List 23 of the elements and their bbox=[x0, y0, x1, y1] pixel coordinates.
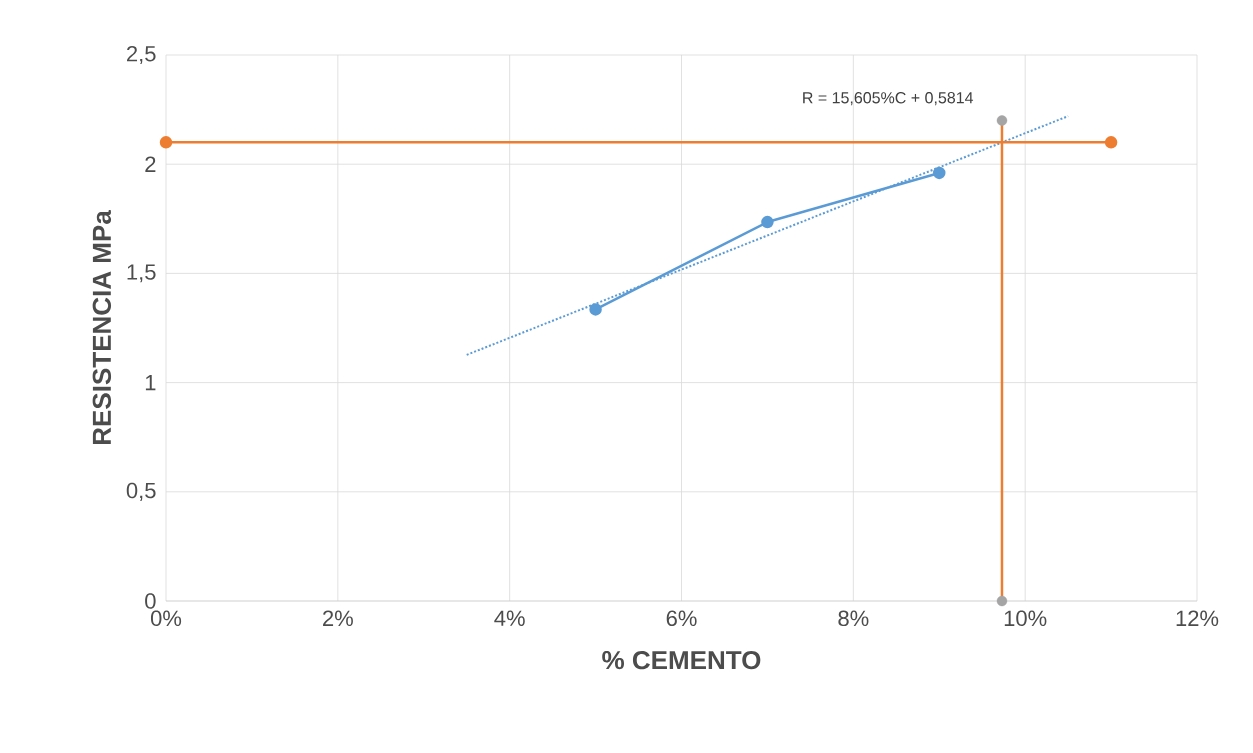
y-tick-label: 1,5 bbox=[127, 264, 156, 283]
y-tick-label: 0 bbox=[145, 593, 156, 609]
x-tick-label: 10% bbox=[1004, 610, 1047, 627]
point bbox=[589, 303, 602, 316]
x-tick-label: 4% bbox=[494, 610, 525, 626]
point bbox=[761, 215, 774, 229]
x-axis-title: % CEMENTO bbox=[602, 650, 761, 670]
point bbox=[159, 136, 173, 149]
y-tick-label: 2 bbox=[145, 156, 156, 172]
x-tick-label: 2% bbox=[323, 610, 353, 627]
x-tick-label: 12% bbox=[1176, 610, 1219, 627]
point bbox=[996, 115, 1008, 126]
point bbox=[933, 166, 946, 180]
y-tick-label: 2,5 bbox=[127, 45, 156, 65]
y-axis-title: RESISTENCIA MPa bbox=[92, 210, 112, 445]
point bbox=[1104, 136, 1118, 149]
x-tick-label: 0% bbox=[150, 610, 182, 627]
annotation: R = 15,605%C + 0,5814 bbox=[803, 92, 974, 106]
y-tick-label: 0,5 bbox=[126, 482, 156, 501]
point bbox=[996, 595, 1008, 607]
x-tick-label: 8% bbox=[838, 610, 869, 627]
y-tick-label: 1 bbox=[145, 375, 156, 391]
x-tick-label: 6% bbox=[666, 610, 697, 627]
